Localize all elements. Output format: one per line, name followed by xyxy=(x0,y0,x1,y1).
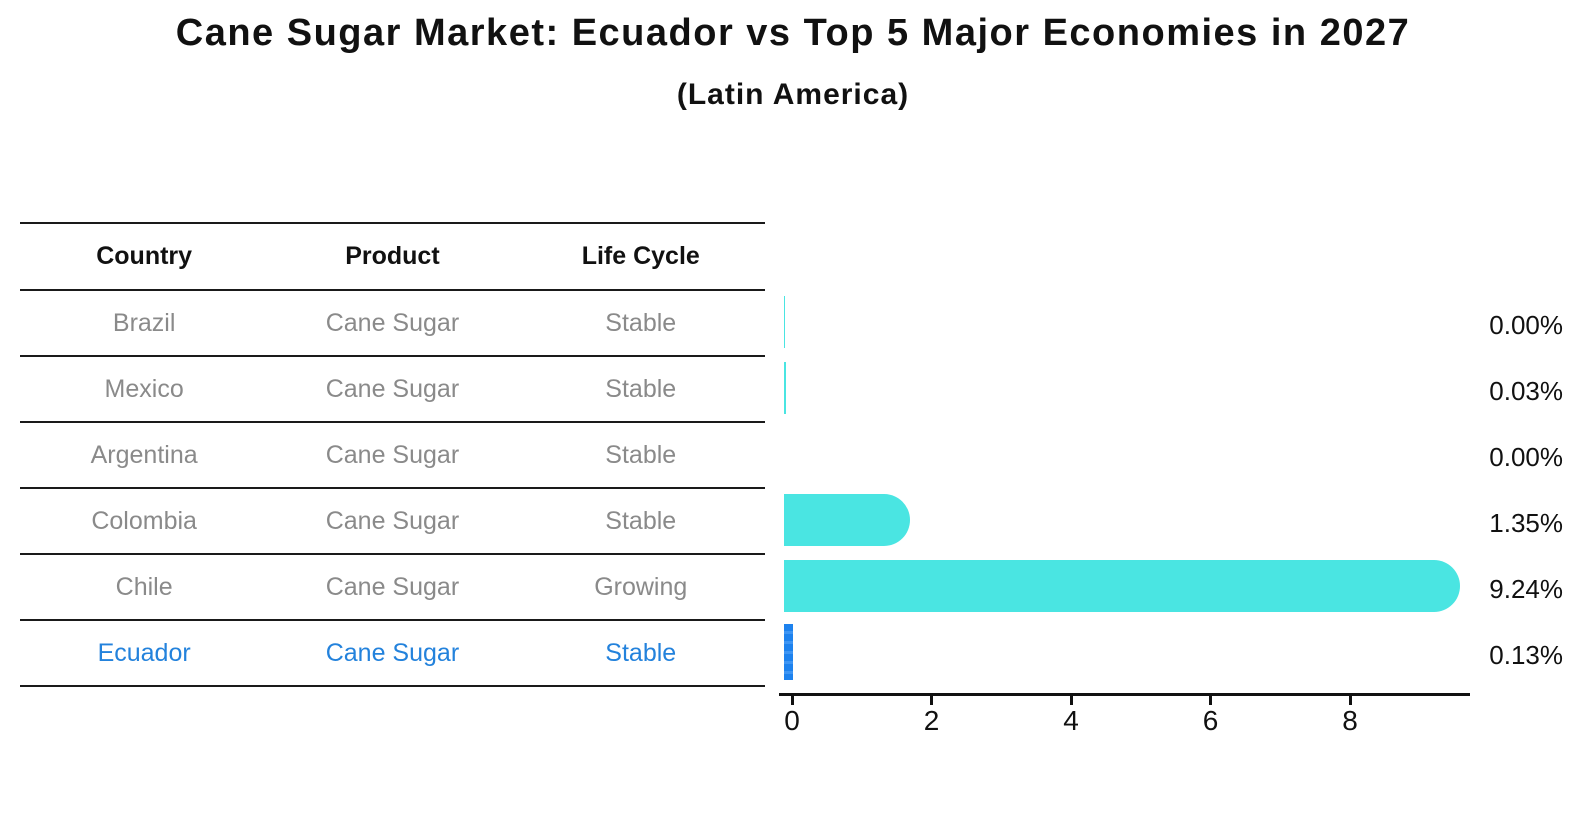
value-label-chile: 9.24% xyxy=(1489,574,1563,604)
chart-title: Cane Sugar Market: Ecuador vs Top 5 Majo… xyxy=(175,12,1411,54)
x-tick-mark-8 xyxy=(1348,696,1352,705)
cell-product: Cane Sugar xyxy=(325,440,460,469)
cell-country: Brazil xyxy=(112,308,176,337)
cell-life-cycle: Stable xyxy=(605,506,677,535)
value-label-brazil: 0.00% xyxy=(1489,310,1563,340)
x-tick-label-8: 8 xyxy=(1342,705,1358,736)
cell-life-cycle: Stable xyxy=(605,638,677,667)
x-tick-mark-2 xyxy=(930,696,933,705)
cell-life-cycle: Stable xyxy=(605,440,677,469)
x-tick-label-6: 6 xyxy=(1202,705,1219,736)
table-row: Mexico Cane Sugar Stable xyxy=(20,357,765,423)
chart-subtitle: (Latin America) xyxy=(676,78,910,111)
value-label-ecuador: 0.13% xyxy=(1489,640,1563,670)
table-row: Brazil Cane Sugar Stable xyxy=(20,291,765,357)
cell-country: Ecuador xyxy=(97,638,191,667)
x-tick-mark-6 xyxy=(1209,696,1212,705)
column-header-country: Country xyxy=(96,242,193,270)
cell-product: Cane Sugar xyxy=(325,638,460,667)
cell-product: Cane Sugar xyxy=(325,308,460,337)
column-header-product: Product xyxy=(345,242,440,270)
cell-country: Colombia xyxy=(91,506,197,535)
cell-life-cycle: Stable xyxy=(605,374,677,403)
value-label-mexico: 0.03% xyxy=(1489,376,1563,406)
ecuador-highlight-bar xyxy=(784,624,794,680)
x-tick-label-2: 2 xyxy=(923,705,940,736)
table-row: Chile Cane Sugar Growing xyxy=(20,555,765,621)
cell-product: Cane Sugar xyxy=(325,374,460,403)
table-body: Brazil Cane Sugar Stable Mexico Cane Sug… xyxy=(20,291,765,687)
cell-product: Cane Sugar xyxy=(325,506,460,535)
bar-brazil xyxy=(784,296,786,348)
table-header-row: Country Product Life Cycle xyxy=(20,222,765,291)
table-row: Colombia Cane Sugar Stable xyxy=(20,489,765,555)
x-tick-mark-4 xyxy=(1069,696,1073,705)
table-row: Argentina Cane Sugar Stable xyxy=(20,423,765,489)
cell-product: Cane Sugar xyxy=(325,572,460,601)
x-axis-line xyxy=(779,693,1470,696)
cell-country: Mexico xyxy=(104,374,184,403)
cell-life-cycle: Growing xyxy=(594,572,688,601)
bar-mexico xyxy=(784,362,787,414)
value-label-colombia: 1.35% xyxy=(1489,508,1563,538)
country-table: Country Product Life Cycle Brazil Cane S… xyxy=(20,222,765,687)
bar-chile xyxy=(784,560,1461,612)
x-tick-label-4: 4 xyxy=(1063,705,1079,736)
cell-country: Argentina xyxy=(90,440,198,469)
x-tick-mark-0 xyxy=(790,696,794,705)
value-label-argentina: 0.00% xyxy=(1489,442,1563,472)
cell-life-cycle: Stable xyxy=(605,308,677,337)
cell-country: Chile xyxy=(115,572,173,601)
x-tick-label-0: 0 xyxy=(784,705,800,736)
column-header-life-cycle: Life Cycle xyxy=(581,242,700,270)
bar-colombia xyxy=(784,494,911,546)
table-row: Ecuador Cane Sugar Stable xyxy=(20,621,765,687)
